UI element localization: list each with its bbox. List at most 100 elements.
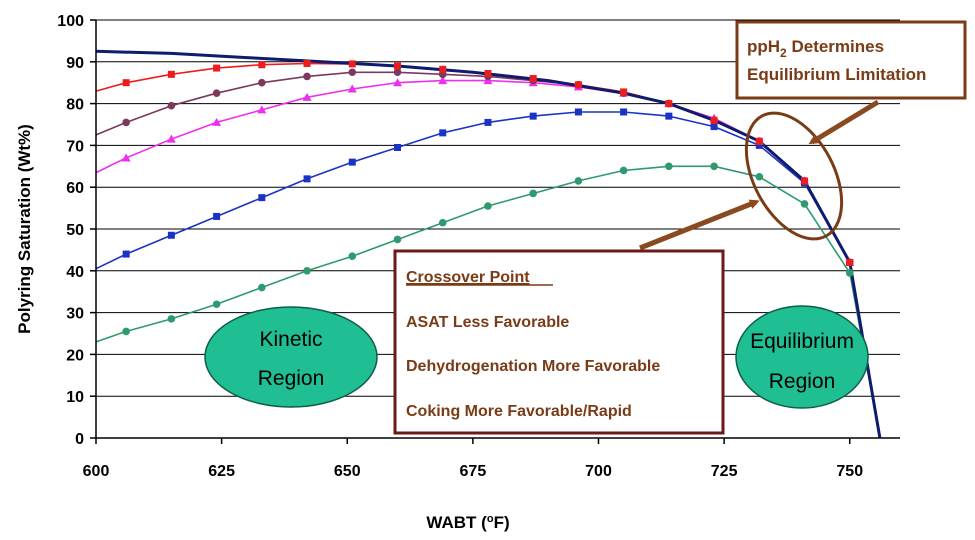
series-1-point xyxy=(755,172,764,181)
kinetic-region-ellipse xyxy=(204,306,378,408)
series-4-point xyxy=(258,78,266,87)
x-tick-label: 625 xyxy=(208,463,235,480)
crossover-annotation-box xyxy=(393,249,725,435)
series-1-point xyxy=(348,252,357,260)
pph2-arrow xyxy=(808,99,880,145)
series-1-point xyxy=(303,267,311,275)
series-3-point xyxy=(121,153,131,162)
series-1-point xyxy=(258,283,266,292)
series-2-point xyxy=(484,118,492,126)
kinetic-region-label-1: Kinetic xyxy=(259,328,322,351)
series-2-point xyxy=(348,158,356,166)
series-5-point xyxy=(665,100,673,108)
series-5-point xyxy=(846,258,854,266)
series-2-point xyxy=(303,175,311,183)
series-1-point xyxy=(800,200,809,208)
series-4-point xyxy=(212,89,221,97)
y-tick-label: 40 xyxy=(66,264,84,281)
series-5-point xyxy=(710,116,718,124)
series-1-point xyxy=(212,300,221,309)
y-tick-label: 70 xyxy=(66,138,84,155)
series-2-point xyxy=(394,143,401,151)
series-5-point xyxy=(439,65,447,73)
x-axis-title: WABT (oF) xyxy=(426,513,509,532)
series-5-point xyxy=(213,64,221,72)
series-1-point xyxy=(167,315,176,323)
x-tick-label: 700 xyxy=(585,463,612,480)
series-5-point xyxy=(801,177,809,185)
y-axis-title: Polyring Saturation (Wt%) xyxy=(15,124,34,334)
x-ticks: 600 625 650 675 700 725 750 xyxy=(83,438,863,480)
x-tick-label: 725 xyxy=(711,463,738,480)
crossover-item-3: Coking More Favorable/Rapid xyxy=(406,403,632,420)
series-3-point xyxy=(212,117,222,126)
series-5-point xyxy=(620,88,628,96)
series-1-point xyxy=(574,177,583,185)
series-4-point xyxy=(167,101,176,110)
series-5-point xyxy=(529,75,537,83)
y-tick-label: 60 xyxy=(66,180,84,197)
series-5-point xyxy=(348,60,356,68)
x-axis-title-close: ) xyxy=(504,513,510,532)
series-4-point xyxy=(393,68,402,77)
series-5-point xyxy=(167,70,175,78)
series-5-point xyxy=(122,79,130,87)
kinetic-region-label-2: Region xyxy=(258,367,325,390)
series-2-point xyxy=(213,212,221,220)
series-group xyxy=(95,49,882,439)
series-1-point xyxy=(484,202,492,210)
x-axis-title-unit: F xyxy=(494,513,504,532)
series-4-point xyxy=(122,118,130,127)
y-tick-label: 0 xyxy=(75,431,84,448)
series-2-point xyxy=(439,129,447,137)
pph2-annotation-line-1: ppH2 Determines xyxy=(747,37,884,60)
series-2-point xyxy=(122,250,130,258)
series-2-point xyxy=(755,141,763,149)
series-4-point xyxy=(348,68,357,77)
x-axis-title-sup: o xyxy=(487,513,494,525)
series-1-point xyxy=(122,327,130,336)
series-2-point xyxy=(665,112,673,120)
crossover-item-1: ASAT Less Favorable xyxy=(406,314,569,331)
equilibrium-region-label-2: Region xyxy=(769,370,836,393)
series-5-point xyxy=(394,62,401,70)
x-axis-title-main: WABT xyxy=(426,513,477,532)
series-5-point xyxy=(484,70,492,78)
y-tick-label: 50 xyxy=(66,222,84,239)
series-2-point xyxy=(258,194,266,202)
x-axis-title-open: ( xyxy=(481,513,487,532)
y-tick-label: 90 xyxy=(66,55,84,72)
series-line-6 xyxy=(95,49,882,439)
x-tick-label: 750 xyxy=(836,463,863,480)
series-1-point xyxy=(619,166,628,175)
pph2-annotation-box xyxy=(735,20,967,100)
convergence-highlight-ellipse xyxy=(744,111,844,241)
series-2-point xyxy=(710,123,718,131)
series-5-point xyxy=(303,59,311,67)
series-3-point xyxy=(393,78,402,87)
equilibrium-region-ellipse xyxy=(735,305,869,409)
series-2-point xyxy=(620,108,628,116)
series-1-point xyxy=(393,235,402,244)
y-tick-label: 100 xyxy=(57,13,84,30)
y-tick-label: 20 xyxy=(66,347,84,364)
series-5-point xyxy=(574,81,582,89)
equilibrium-region-label-1: Equilibrium xyxy=(750,330,854,353)
crossover-arrow xyxy=(639,199,760,251)
pph2-text-sub: 2 xyxy=(780,46,787,60)
series-1-point xyxy=(845,269,854,277)
series-2-point xyxy=(574,108,582,116)
y-ticks: 0 10 20 30 40 50 60 70 80 90 100 xyxy=(57,13,96,448)
series-1-point xyxy=(710,162,718,171)
series-3-point xyxy=(257,105,267,114)
series-2-point xyxy=(167,231,175,239)
x-tick-label: 650 xyxy=(334,463,361,480)
series-1-point xyxy=(665,162,673,171)
series-3-point xyxy=(302,92,312,101)
series-5-point xyxy=(755,137,763,145)
pph2-text-pre: ppH xyxy=(747,37,780,56)
x-tick-label: 675 xyxy=(460,463,487,480)
pph2-text-post: Determines xyxy=(787,37,884,56)
series-1-point xyxy=(438,218,447,227)
